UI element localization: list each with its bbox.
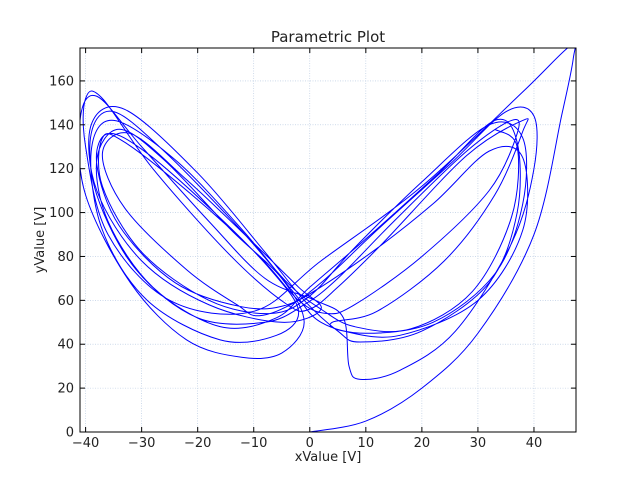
y-tick-label: 60 bbox=[57, 294, 74, 309]
y-tick-label: 100 bbox=[49, 206, 74, 221]
grid-lines bbox=[80, 48, 576, 433]
y-tick-label: 40 bbox=[57, 338, 74, 353]
x-tick-label: 20 bbox=[414, 436, 431, 451]
y-tick-label: 80 bbox=[57, 250, 74, 265]
y-tick-label: 140 bbox=[49, 118, 74, 133]
x-tick-label: −20 bbox=[184, 436, 211, 451]
plot-area bbox=[80, 48, 576, 432]
plot-frame bbox=[79, 47, 577, 433]
series-layer bbox=[80, 48, 576, 432]
y-axis-label: yValue [V] bbox=[33, 207, 48, 274]
y-tick-label: 20 bbox=[57, 382, 74, 397]
series-line-trajectory bbox=[80, 48, 576, 432]
y-tick-label: 0 bbox=[66, 426, 74, 441]
y-tick-label: 120 bbox=[49, 162, 74, 177]
x-axis-label: xValue [V] bbox=[295, 450, 362, 465]
x-tick-label: 30 bbox=[470, 436, 487, 451]
x-tick-label: 0 bbox=[306, 436, 314, 451]
x-tick-label: 40 bbox=[526, 436, 543, 451]
tick-marks bbox=[80, 48, 576, 433]
x-tick-label: −10 bbox=[240, 436, 267, 451]
chart-title: Parametric Plot bbox=[271, 28, 385, 46]
x-tick-label: −40 bbox=[72, 436, 99, 451]
x-tick-label: 10 bbox=[358, 436, 375, 451]
y-tick-label: 160 bbox=[49, 74, 74, 89]
x-tick-label: −30 bbox=[128, 436, 155, 451]
